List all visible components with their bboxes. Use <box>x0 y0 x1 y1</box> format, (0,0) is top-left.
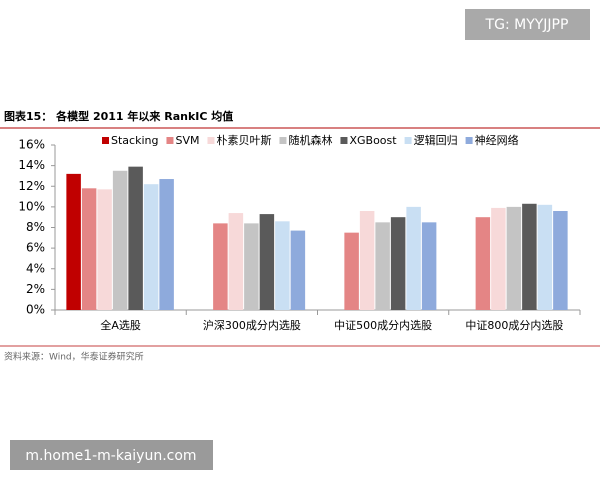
y-tick-label: 2% <box>26 282 45 296</box>
y-tick-label: 14% <box>18 158 45 172</box>
source: 资料来源：Wind，华泰证券研究所 <box>4 351 144 363</box>
legend-label: 随机森林 <box>288 133 332 147</box>
bar <box>159 179 174 310</box>
legend-marker <box>404 137 412 144</box>
url-box <box>10 440 213 470</box>
y-tick-label: 4% <box>26 261 45 275</box>
legend-marker <box>465 137 473 144</box>
bar <box>128 166 143 310</box>
x-tick-label: 中证800成分内选股 <box>465 318 563 332</box>
legend-label: 逻辑回归 <box>414 133 458 147</box>
y-tick-label: 16% <box>18 138 45 152</box>
bar <box>491 207 506 310</box>
bar <box>143 184 159 310</box>
bar <box>406 206 421 310</box>
bar <box>421 222 437 310</box>
url: m.home1-m-kaiyun.com <box>25 448 196 464</box>
bar <box>375 222 390 310</box>
chart-title: 图表15： 各模型 2011 年以来 RankIC 均值 <box>4 109 233 123</box>
bar <box>259 214 275 310</box>
legend-marker <box>166 137 174 144</box>
bar <box>275 221 290 310</box>
bar <box>390 217 406 310</box>
y-tick-label: 0% <box>26 303 45 317</box>
legend-marker <box>279 137 287 144</box>
y-tick-label: 10% <box>18 199 45 213</box>
bar <box>522 203 537 310</box>
y-tick-label: 12% <box>18 179 45 193</box>
bar <box>66 173 81 310</box>
bar <box>537 204 553 310</box>
tag: TG: MYYJJPP <box>485 17 569 33</box>
bar <box>553 211 568 310</box>
legend-label: 神经网络 <box>475 133 519 147</box>
bar <box>112 170 128 310</box>
bar <box>97 189 112 310</box>
bar <box>244 223 259 310</box>
bar <box>359 211 375 310</box>
x-tick-label: 全A选股 <box>100 318 141 332</box>
bar <box>228 213 244 310</box>
y-tick-label: 8% <box>26 220 45 234</box>
bar <box>475 217 491 310</box>
y-tick-label: 6% <box>26 241 45 255</box>
tag-box <box>465 9 590 40</box>
bar <box>81 188 97 310</box>
legend-label: 朴素贝叶斯 <box>216 133 271 147</box>
x-tick-label: 中证500成分内选股 <box>334 318 432 332</box>
x-tick-label: 沪深300成分内选股 <box>203 318 301 332</box>
plot: 0% 2% 4% 6% 8% 10% 12% 14% 16% 全A选股 沪深300成分内选股 中证50… <box>18 133 581 332</box>
bar <box>213 223 228 310</box>
bar <box>344 232 359 310</box>
legend-marker <box>102 137 109 144</box>
legend-label: XGBoost <box>349 134 397 147</box>
legend-label: Stacking <box>111 134 158 147</box>
bar <box>290 230 306 310</box>
legend-marker <box>340 137 348 144</box>
bar <box>506 206 522 310</box>
legend-marker <box>207 137 215 144</box>
legend-label: SVM <box>175 134 199 147</box>
